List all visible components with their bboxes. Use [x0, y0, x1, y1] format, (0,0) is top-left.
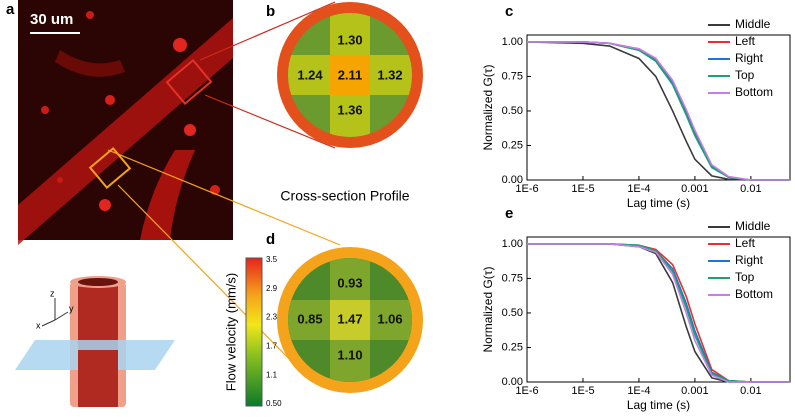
cell-value: 1.24: [297, 67, 323, 82]
x-tick-label: 0.001: [681, 385, 709, 397]
legend-label: Left: [735, 34, 756, 48]
cross-section-title: Cross-section Profile: [280, 188, 409, 204]
panel-label: a: [6, 1, 15, 18]
cell-value: 1.32: [377, 67, 402, 82]
panel-label: e: [505, 205, 513, 222]
x-tick-label: 1E-4: [627, 385, 650, 397]
x-tick-label: 1E-5: [571, 385, 594, 397]
y-tick-label: 0.75: [502, 272, 523, 284]
panel-label: c: [505, 3, 513, 20]
y-axis-label: Normalized G(τ): [481, 64, 495, 150]
y-tick-label: 1.00: [502, 36, 523, 48]
panel-label: d: [266, 231, 275, 248]
scale-bar-label: 30 um: [30, 11, 73, 28]
y-tick-label: 1.00: [502, 238, 523, 250]
x-tick-label: 0.01: [740, 385, 761, 397]
colorbar-tick-label: 1.7: [266, 342, 278, 351]
microscopy-image: [18, 0, 233, 245]
x-axis-label: Lag time (s): [627, 398, 690, 412]
axis-label: x: [36, 320, 41, 330]
legend-label: Top: [735, 270, 755, 284]
cell-value: 0.93: [337, 275, 362, 290]
cell-value: 2.11: [338, 67, 363, 82]
connector: [107, 149, 341, 246]
y-axis-label: Normalized G(τ): [481, 266, 495, 352]
y-tick-label: 0.25: [502, 341, 523, 353]
colorbar-title: Flow velocity (mm/s): [223, 273, 238, 391]
colorbar: [245, 257, 263, 407]
colorbar-tick-label: 2.9: [266, 284, 278, 293]
series-line: [526, 41, 790, 181]
cell-value: 1.36: [337, 102, 362, 117]
x-tick-label: 1E-6: [515, 385, 538, 397]
y-tick-label: 0.25: [502, 139, 523, 151]
x-tick-label: 0.001: [681, 183, 709, 195]
cell-value: 1.10: [337, 347, 362, 362]
connector: [117, 184, 301, 371]
plot-frame: [526, 34, 791, 181]
cell-value: 0.85: [297, 311, 322, 326]
x-tick-label: 1E-5: [571, 183, 594, 195]
legend-label: Top: [735, 68, 755, 82]
colorbar-tick-label: 1.1: [266, 370, 278, 379]
velocity-grid: [288, 258, 412, 382]
legend-label: Middle: [735, 17, 771, 31]
colorbar-tick-label: 2.3: [266, 313, 278, 322]
colorbar-tick-label: 0.50: [266, 399, 282, 408]
legend-label: Bottom: [735, 85, 773, 99]
x-axis-label: Lag time (s): [627, 196, 690, 210]
velocity-grid: [288, 13, 412, 137]
x-tick-label: 1E-6: [515, 183, 538, 195]
panel-label: b: [266, 3, 275, 20]
legend-label: Right: [735, 253, 764, 267]
series-line: [527, 41, 790, 181]
legend-label: Bottom: [735, 287, 773, 301]
axis-label: z: [50, 288, 55, 298]
connector: [199, 1, 336, 61]
cell-value: 1.30: [337, 32, 362, 47]
x-tick-label: 1E-4: [627, 183, 650, 195]
x-tick-label: 0.01: [740, 183, 761, 195]
axis-label: y: [69, 303, 74, 313]
y-tick-label: 0.00: [502, 174, 523, 186]
cell-value: 1.06: [377, 311, 402, 326]
legend-label: Middle: [735, 219, 771, 233]
y-tick-label: 0.50: [502, 307, 523, 319]
legend-label: Left: [735, 236, 756, 250]
cell-value: 1.47: [337, 311, 362, 326]
vessel-diagram: [15, 276, 175, 407]
connector: [204, 94, 336, 149]
legend-label: Right: [735, 51, 764, 65]
y-tick-label: 0.75: [502, 70, 523, 82]
colorbar-tick-label: 3.5: [266, 255, 278, 264]
y-tick-label: 0.00: [502, 376, 523, 388]
series-line: [527, 243, 790, 383]
y-tick-label: 0.50: [502, 105, 523, 117]
plot-frame: [526, 236, 791, 383]
